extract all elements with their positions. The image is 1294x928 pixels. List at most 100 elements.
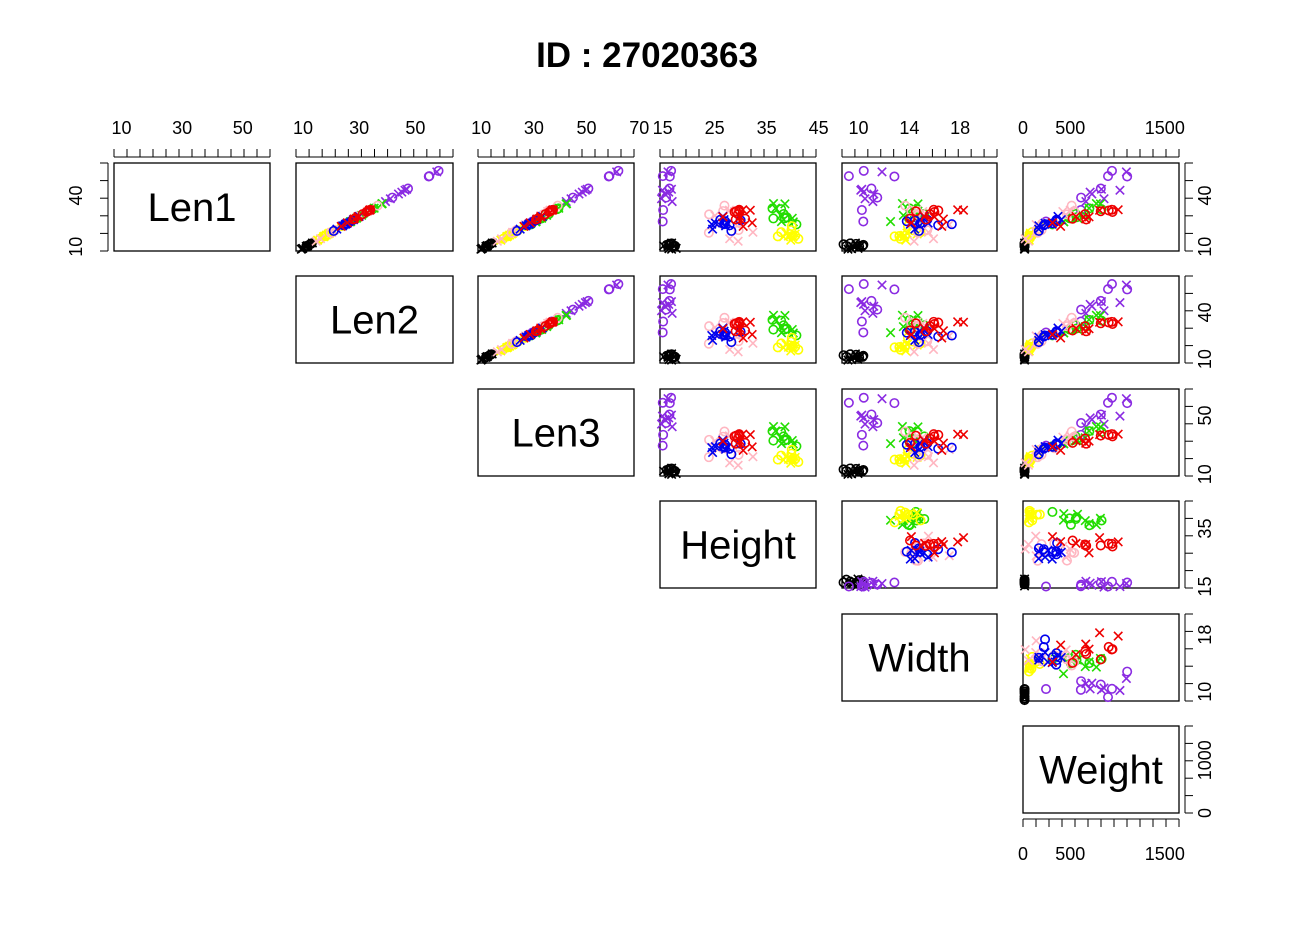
data-point <box>946 442 957 453</box>
data-point <box>477 243 488 254</box>
data-point <box>843 355 853 365</box>
data-point <box>512 337 523 348</box>
data-point <box>1107 206 1118 217</box>
data-point <box>657 284 668 295</box>
diagonal-label-len2: Len2 <box>330 299 419 343</box>
data-point <box>719 200 730 211</box>
data-point <box>946 547 957 558</box>
panel-height-weight <box>1022 500 1180 589</box>
data-point <box>1067 213 1078 224</box>
data-point <box>726 337 737 348</box>
data-point <box>1019 466 1030 476</box>
data-point <box>877 280 887 290</box>
chart-title: ID : 27020363 <box>536 36 758 75</box>
data-point <box>1081 648 1092 659</box>
data-point <box>1055 445 1066 456</box>
data-point <box>790 230 801 241</box>
data-point <box>788 439 799 449</box>
data-point <box>772 231 783 242</box>
data-point <box>719 426 730 437</box>
panel-len2-weight <box>1022 275 1180 364</box>
data-point <box>897 421 908 432</box>
diagonal-label-width: Width <box>868 637 970 681</box>
right-axis-label: 10 <box>1195 349 1215 369</box>
data-point <box>856 316 867 327</box>
data-point <box>704 321 715 332</box>
data-point <box>1053 435 1063 445</box>
data-point <box>710 210 720 221</box>
data-point <box>877 167 887 177</box>
data-point <box>851 349 862 360</box>
data-point <box>900 507 911 518</box>
data-point <box>920 438 931 449</box>
right-axis-label: 40 <box>1195 302 1215 322</box>
data-point <box>1099 193 1109 204</box>
data-point <box>1091 662 1102 672</box>
top-axis-label: 18 <box>950 118 970 138</box>
data-point <box>768 310 779 320</box>
data-point <box>603 171 614 182</box>
data-point <box>1095 318 1106 329</box>
data-point <box>1067 325 1078 336</box>
data-point <box>707 442 717 453</box>
data-point <box>603 284 614 295</box>
panel-height-width <box>841 500 998 589</box>
data-point <box>1087 580 1097 591</box>
data-point <box>660 301 670 311</box>
data-point <box>733 449 744 460</box>
data-point <box>1069 547 1080 558</box>
data-point <box>920 214 931 225</box>
data-point <box>1091 519 1102 530</box>
data-point <box>1025 507 1036 518</box>
data-point <box>1113 631 1123 641</box>
data-point <box>928 233 939 244</box>
data-point <box>937 445 947 456</box>
data-point <box>1084 644 1094 654</box>
data-point <box>1080 438 1091 448</box>
data-point <box>856 429 867 440</box>
data-point <box>791 219 802 230</box>
data-point <box>856 576 867 587</box>
data-point <box>1065 519 1076 530</box>
data-point <box>1095 577 1106 588</box>
right-axis-label: 35 <box>1195 519 1215 539</box>
data-point <box>906 442 917 452</box>
data-point <box>1059 508 1069 519</box>
data-point <box>1081 326 1092 337</box>
data-point <box>1019 352 1030 363</box>
data-point <box>858 279 869 290</box>
data-point <box>858 165 869 176</box>
top-axis-label: 30 <box>172 118 192 138</box>
data-point <box>301 241 312 252</box>
data-point <box>745 205 756 215</box>
data-point <box>667 196 677 207</box>
data-point <box>320 230 331 241</box>
panel-width-weight <box>1022 613 1180 702</box>
data-point <box>920 326 931 337</box>
data-point <box>958 429 969 440</box>
data-point <box>780 310 790 321</box>
top-axis-label: 14 <box>899 118 919 138</box>
data-point <box>894 511 904 522</box>
data-point <box>733 460 743 470</box>
data-point <box>913 449 924 460</box>
top-axis-label: 45 <box>809 118 829 138</box>
data-point <box>1115 185 1125 196</box>
data-point <box>872 304 883 315</box>
data-point <box>772 454 783 465</box>
data-point <box>1107 319 1118 330</box>
data-point <box>403 183 414 194</box>
data-point <box>1076 418 1087 429</box>
top-axis-label: 10 <box>293 118 313 138</box>
data-point <box>1122 398 1133 409</box>
data-point <box>1095 430 1106 441</box>
data-point <box>793 233 804 244</box>
data-point <box>1096 515 1107 526</box>
data-point <box>1095 409 1106 420</box>
data-point <box>906 329 917 340</box>
panel-len3-width <box>841 388 998 477</box>
data-point <box>523 219 534 230</box>
data-point <box>298 243 308 254</box>
data-point <box>845 576 856 587</box>
data-point <box>1031 331 1041 341</box>
